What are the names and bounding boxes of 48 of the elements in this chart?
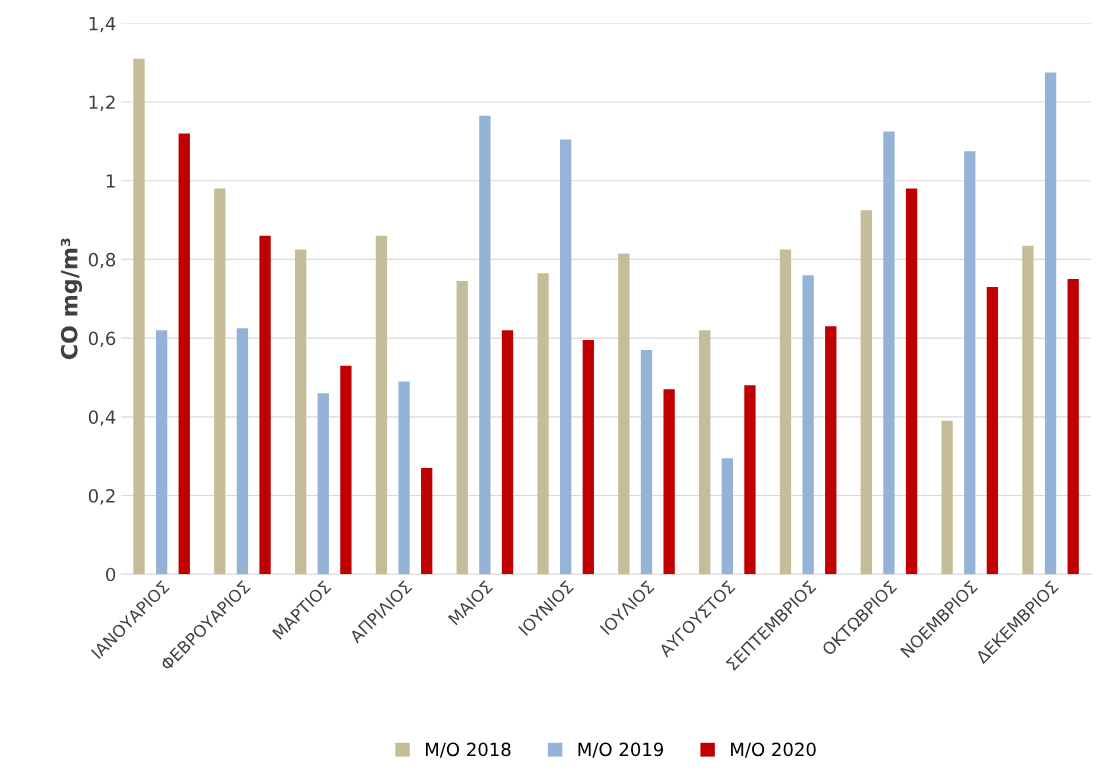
bar: [178, 133, 190, 575]
bar: [133, 58, 145, 575]
bar: [1022, 245, 1034, 575]
bar: [456, 281, 468, 575]
y-tick-label: 1,2: [89, 95, 115, 111]
bar: [340, 365, 352, 575]
bar: [317, 393, 329, 575]
bar: [744, 385, 756, 575]
bar: [779, 249, 792, 575]
bar: [560, 139, 572, 575]
bar: [860, 210, 872, 575]
bar: [501, 330, 514, 575]
legend-label: Μ/Ο 2020: [731, 742, 816, 758]
legend-label: Μ/Ο 2018: [425, 742, 511, 758]
bar: [883, 131, 895, 575]
bar: [398, 381, 410, 575]
bar: [1067, 279, 1079, 575]
bar: [640, 349, 653, 575]
bar: [375, 235, 388, 575]
bar: [259, 235, 271, 575]
bar: [214, 188, 226, 575]
bar: [905, 188, 918, 575]
y-tick-label: 1,4: [89, 16, 116, 33]
bar: [618, 253, 630, 575]
bar: [964, 151, 976, 575]
bar: [941, 420, 953, 575]
bar: [802, 275, 814, 575]
bar: [479, 115, 491, 575]
bar: [825, 326, 837, 575]
legend-label: Μ/Ο 2019: [578, 742, 664, 758]
y-tick-label: 1: [106, 174, 115, 188]
bar: [582, 340, 594, 575]
bar: [663, 389, 675, 575]
bar: [1044, 72, 1057, 575]
bar: [236, 328, 249, 575]
bar: [294, 249, 307, 575]
bar: [986, 286, 999, 575]
bar: [155, 330, 168, 575]
bar: [537, 273, 549, 575]
y-tick-label: 0,8: [88, 252, 116, 269]
y-tick-label: 0,4: [88, 410, 116, 426]
bar: [721, 458, 733, 575]
y-tick-label: 0,2: [88, 488, 115, 505]
y-tick-label: 0: [106, 567, 116, 582]
y-axis-title: CO mg/m³: [60, 238, 83, 360]
bar: [421, 467, 433, 575]
bar: [699, 330, 711, 575]
y-tick-label: 0,6: [88, 331, 116, 348]
